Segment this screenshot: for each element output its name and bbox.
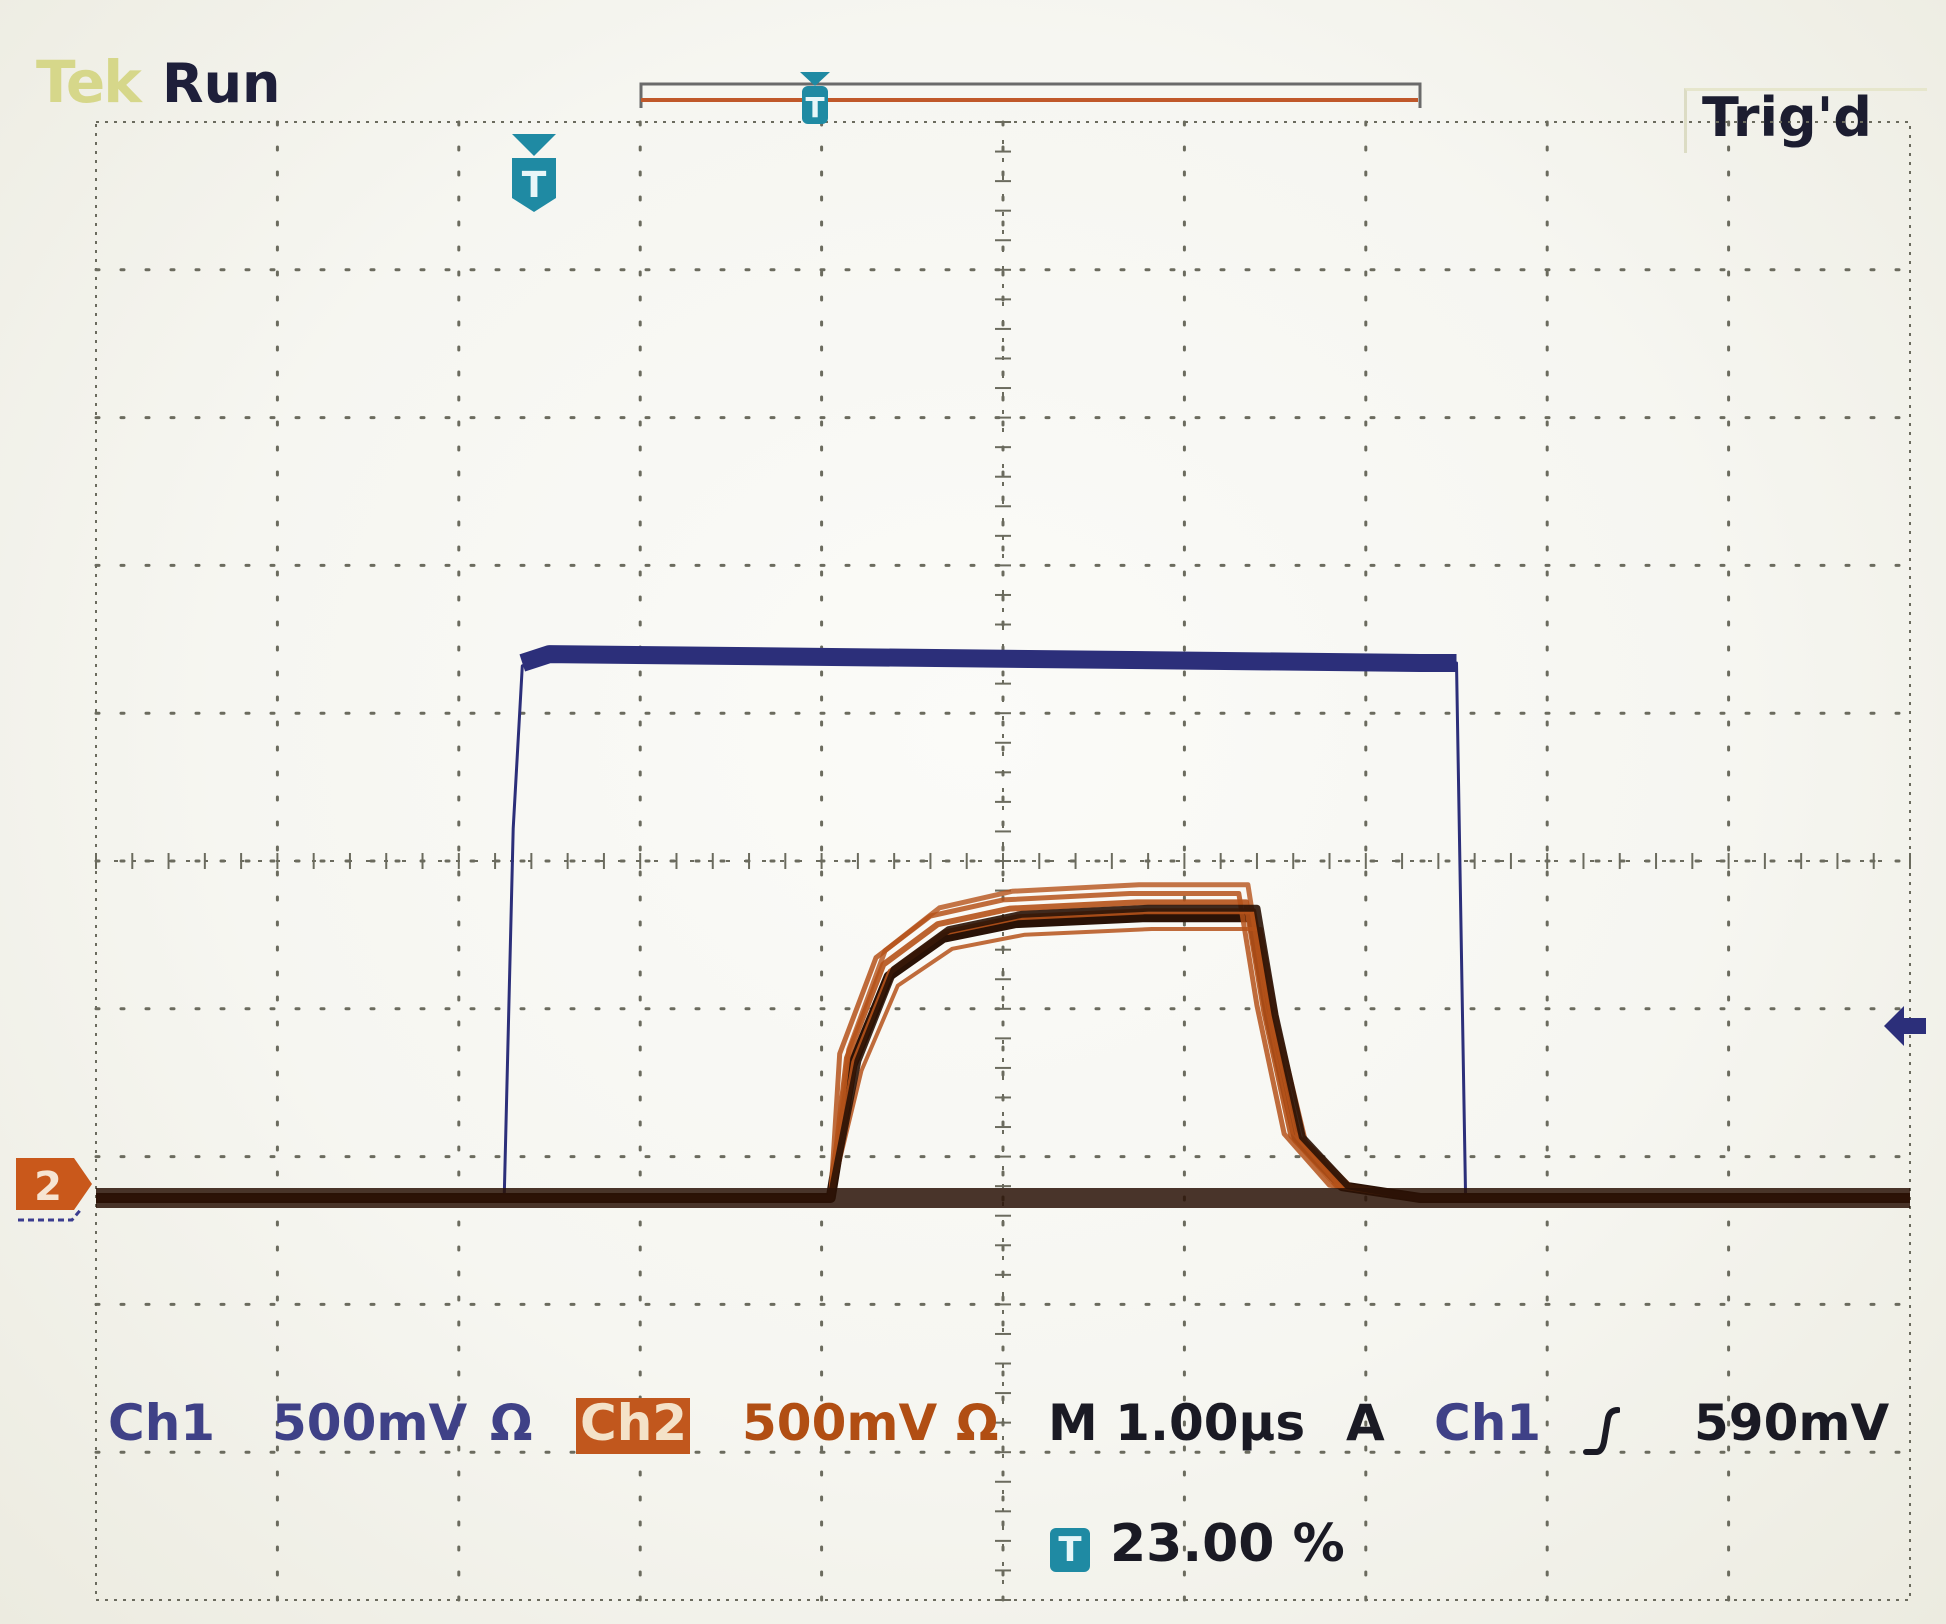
acquisition-state: Run <box>162 52 281 115</box>
trigger-position-marker-label: T <box>522 165 547 206</box>
ch2-ground-marker-label: 2 <box>34 1164 62 1210</box>
ch2-label: Ch2 <box>580 1394 688 1452</box>
trigger-position-badge: T <box>1050 1528 1090 1572</box>
trigger-level: 590mV <box>1694 1394 1890 1452</box>
ch2-waveform <box>96 904 1910 1202</box>
trigger-level-arrow-icon[interactable] <box>1832 1006 1926 1046</box>
ch2-coupling: Ω <box>956 1394 999 1452</box>
ch2-waveform <box>96 882 1910 1201</box>
ch1-coupling: Ω <box>490 1394 533 1452</box>
ch1-label: Ch1 <box>108 1394 216 1452</box>
ch2-scale: 500mV <box>742 1394 938 1452</box>
ch2-waveform <box>96 908 1910 1201</box>
timebase: M 1.00µs <box>1048 1394 1306 1452</box>
ch1-pulse-top <box>519 645 1457 672</box>
brand-logo: Tek <box>36 48 142 116</box>
ch2-label-box: Ch2 <box>576 1394 690 1454</box>
ch1-trace <box>96 645 1910 1200</box>
trigger-source: Ch1 <box>1434 1394 1542 1452</box>
ch2-waveform <box>96 891 1910 1201</box>
trigger-state: Trig'd <box>1702 86 1872 149</box>
ch2-baseline-band <box>96 1188 1910 1208</box>
record-trigger-marker: T <box>800 72 830 124</box>
trigger-mode: A <box>1346 1394 1385 1452</box>
record-view-bar: T <box>639 72 1422 124</box>
rising-edge-icon <box>1583 1407 1620 1455</box>
trigger-state-frame <box>1684 88 1927 153</box>
trigger-position-marker[interactable]: T <box>512 134 556 212</box>
ch2-ground-marker[interactable]: 2 <box>16 1158 92 1222</box>
ch1-scale: 500mV <box>272 1394 468 1452</box>
ch2-trace <box>96 882 1910 1208</box>
graticule <box>94 120 1912 1602</box>
record-trigger-marker-label: T <box>805 91 824 124</box>
trigger-position-value: 23.00 % <box>1110 1514 1345 1574</box>
